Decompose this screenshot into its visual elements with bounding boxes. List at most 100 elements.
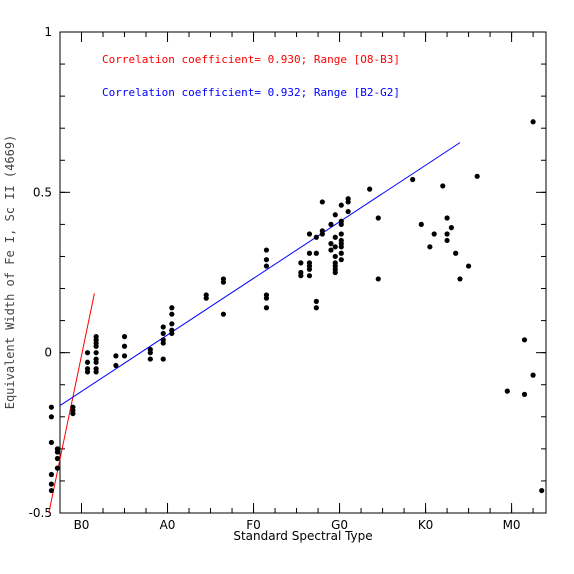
x-tick-label: M0	[503, 518, 521, 532]
data-point	[332, 234, 338, 240]
data-point	[319, 231, 325, 237]
data-point	[160, 330, 166, 337]
data-point	[444, 237, 450, 244]
data-point	[147, 350, 153, 356]
x-tick-label: K0	[418, 518, 434, 532]
data-point	[93, 350, 99, 356]
data-point	[54, 455, 61, 462]
data-point	[306, 231, 313, 237]
data-point	[160, 356, 166, 362]
data-point	[48, 439, 54, 446]
data-point	[169, 321, 175, 327]
data-point	[440, 183, 446, 189]
data-point	[375, 276, 381, 282]
data-point	[338, 250, 344, 256]
data-point	[169, 305, 175, 311]
data-point	[93, 343, 99, 349]
data-point	[328, 241, 334, 247]
fit-line	[59, 142, 461, 406]
data-point	[338, 202, 344, 208]
data-point	[54, 465, 61, 471]
data-point	[457, 276, 463, 282]
x-axis-label: Standard Spectral Type	[233, 529, 372, 543]
data-point	[338, 221, 344, 227]
fit-line	[48, 293, 95, 514]
data-point	[84, 350, 91, 356]
data-point	[332, 244, 338, 250]
plot-frame	[59, 31, 547, 514]
data-point	[84, 359, 91, 365]
data-point	[328, 221, 334, 227]
data-point	[328, 247, 334, 253]
data-point	[530, 372, 536, 378]
data-point	[375, 215, 381, 221]
data-point	[319, 199, 325, 205]
data-point	[121, 334, 128, 340]
data-point	[313, 250, 319, 256]
data-point	[448, 225, 454, 231]
data-point	[169, 330, 175, 337]
data-point	[431, 231, 437, 237]
data-point	[504, 388, 510, 394]
data-point	[530, 119, 536, 125]
data-point	[521, 391, 528, 397]
correlation-annotation: Correlation coefficient= 0.930; Range [O…	[102, 53, 400, 66]
data-point	[48, 471, 54, 478]
data-point	[313, 234, 319, 240]
data-point	[453, 250, 459, 256]
data-point	[539, 487, 545, 494]
data-point	[160, 324, 166, 330]
annotations: Correlation coefficient= 0.930; Range [O…	[102, 53, 400, 99]
data-point	[263, 305, 270, 311]
data-point	[203, 295, 209, 301]
data-point	[345, 199, 351, 205]
data-point	[113, 362, 119, 369]
data-point	[338, 257, 344, 263]
data-point	[465, 263, 472, 269]
data-point	[338, 231, 344, 237]
data-point	[93, 359, 99, 365]
data-point	[521, 337, 528, 343]
data-point	[84, 366, 91, 372]
data-point	[169, 311, 175, 317]
y-axis-label: Equivalent Width of Fe I, Sc II (4669)	[3, 135, 17, 410]
data-point	[410, 176, 416, 183]
data-point	[313, 305, 319, 311]
data-point	[160, 340, 166, 346]
data-point	[474, 173, 480, 179]
data-point	[220, 279, 227, 285]
y-tick-label: 1	[44, 25, 52, 39]
data-point	[93, 369, 99, 375]
data-point	[332, 269, 338, 276]
data-point	[345, 208, 351, 215]
data-point	[220, 311, 227, 317]
data-point	[306, 273, 313, 279]
x-tick-label: B0	[74, 518, 90, 532]
axis-ticks: B0 A0 F0 G0 K0 M0 -0.5 0 0.5 1	[29, 25, 546, 532]
data-point	[263, 247, 270, 253]
data-point	[48, 414, 54, 420]
data-point	[367, 186, 373, 192]
data-point	[48, 404, 54, 410]
y-tick-label: -0.5	[29, 506, 52, 520]
data-point	[54, 449, 61, 455]
data-point	[48, 487, 54, 494]
data-point	[444, 215, 450, 221]
data-point	[263, 295, 270, 301]
data-point	[306, 266, 313, 272]
data-points	[48, 119, 545, 494]
data-point	[121, 353, 128, 359]
data-point	[70, 410, 76, 417]
y-tick-label: 0	[44, 346, 52, 360]
data-point	[263, 257, 270, 263]
x-tick-label: A0	[160, 518, 176, 532]
data-point	[332, 253, 338, 260]
data-point	[298, 260, 304, 266]
data-point	[444, 231, 450, 237]
data-point	[121, 343, 128, 349]
data-point	[338, 244, 344, 250]
data-point	[298, 273, 304, 279]
data-point	[93, 334, 99, 340]
data-point	[306, 250, 313, 256]
